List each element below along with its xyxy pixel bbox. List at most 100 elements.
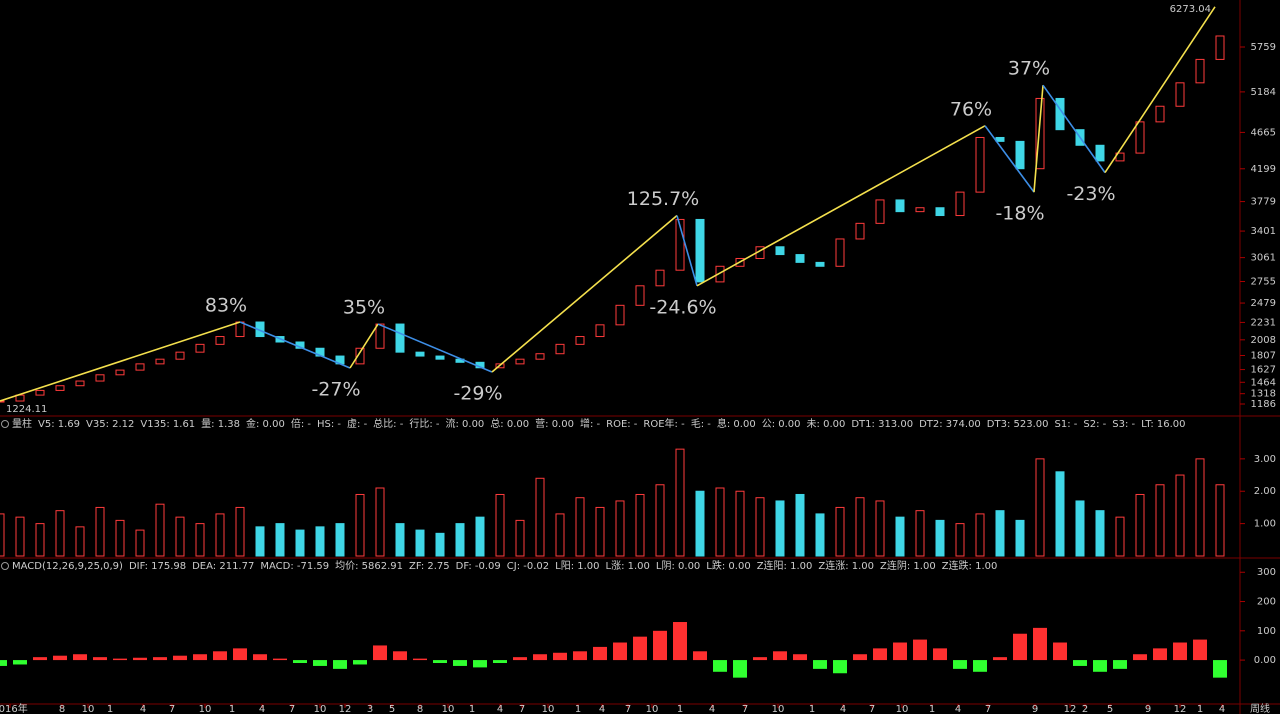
candle <box>195 343 205 353</box>
candle <box>695 218 705 283</box>
zigzag-segment <box>696 125 986 287</box>
macd-bar <box>793 654 807 661</box>
x-tick-label: 10 <box>199 704 212 714</box>
volume-bar <box>1215 484 1225 557</box>
header-item: 金: 0.00 <box>246 417 285 430</box>
volume-bar <box>695 490 705 557</box>
zigzag-segment <box>984 125 1035 193</box>
x-tick-label: 10 <box>772 704 785 714</box>
x-tick-label: 1 <box>229 704 235 714</box>
x-tick-label: 10 <box>442 704 455 714</box>
candle <box>1095 144 1105 162</box>
header-item: 行比: - <box>409 417 440 430</box>
x-tick-label: 4 <box>599 704 605 714</box>
header-item: DT3: 523.00 <box>987 419 1049 430</box>
x-tick-label: 7 <box>519 704 525 714</box>
x-tick-label: 1 <box>809 704 815 714</box>
macd-bar <box>553 652 567 661</box>
volume-bar <box>995 510 1005 557</box>
volume-bar <box>555 513 565 557</box>
macd-bar <box>753 657 767 661</box>
y-tick-label: 1.00 <box>1254 519 1276 530</box>
y-tick-label: 3061 <box>1251 253 1276 264</box>
zigzag-segment <box>1104 6 1216 174</box>
macd-bar <box>713 660 727 672</box>
x-tick-label: 1 <box>575 704 581 714</box>
candle <box>615 304 625 326</box>
x-tick-label: 9 <box>1145 704 1151 714</box>
volume-bar <box>1115 516 1125 557</box>
header-item: 息: 0.00 <box>717 417 756 430</box>
candle <box>535 353 545 360</box>
candle <box>875 199 885 224</box>
volume-bar <box>755 497 765 557</box>
header-item: ROE年: - <box>643 417 685 430</box>
header-item: 增: - <box>580 417 601 430</box>
candle <box>1035 97 1045 170</box>
candle <box>435 355 445 360</box>
macd-bar <box>533 654 547 661</box>
header-icon <box>1 562 9 570</box>
x-tick-label: 2016年 <box>0 702 28 714</box>
macd-bar <box>413 658 427 661</box>
header-item: DEA: 211.77 <box>192 561 254 572</box>
y-tick-label: 300 <box>1257 567 1276 578</box>
candle <box>355 347 365 365</box>
y-tick-label: 4665 <box>1251 127 1276 138</box>
macd-bar <box>933 648 947 661</box>
volume-bar <box>815 513 825 557</box>
header-item: L涨: 1.00 <box>606 560 650 572</box>
volume-bar <box>1175 474 1185 557</box>
volume-bar <box>1095 510 1105 557</box>
macd-bar <box>613 642 627 661</box>
candle <box>935 207 945 217</box>
volume-bar <box>915 510 925 557</box>
change-label: 35% <box>343 297 385 319</box>
x-tick-label: 7 <box>169 704 175 714</box>
volume-bar <box>75 526 85 557</box>
candle <box>995 136 1005 142</box>
zigzag-segment <box>239 321 351 369</box>
candle <box>55 385 65 391</box>
header-item: ZF: 2.75 <box>409 561 450 572</box>
candle <box>635 285 645 306</box>
x-tick-label: 4 <box>1219 704 1225 714</box>
change-label: 76% <box>950 98 992 120</box>
y-tick-label: 5759 <box>1251 42 1276 53</box>
candle <box>555 343 565 355</box>
high-label: 6273.04 <box>1170 4 1211 15</box>
volume-bar <box>1035 458 1045 557</box>
macd-bar <box>733 660 747 678</box>
macd-bar <box>633 636 647 661</box>
header-item: L阳: 1.00 <box>555 560 599 572</box>
header-item: 倍: - <box>291 417 312 430</box>
macd-bar <box>893 642 907 661</box>
zigzag-segment <box>1042 84 1106 174</box>
header-item: Z连涨: 1.00 <box>818 559 874 572</box>
zigzag-segment <box>349 323 379 369</box>
macd-bar <box>1173 642 1187 661</box>
header-item: DT2: 374.00 <box>919 419 981 430</box>
change-label: -24.6% <box>649 296 716 318</box>
x-tick-label: 1 <box>677 704 683 714</box>
header-item: V5: 1.69 <box>38 419 80 430</box>
y-tick-label: 1186 <box>1251 399 1276 410</box>
macd-bar <box>53 655 67 661</box>
macd-bar <box>173 655 187 661</box>
y-tick-label: 200 <box>1257 597 1276 608</box>
candle <box>1195 58 1205 84</box>
candle <box>215 336 225 345</box>
candle <box>1015 140 1025 170</box>
y-tick-label: 2231 <box>1251 317 1276 328</box>
x-tick-label: 8 <box>59 704 65 714</box>
volume-bar <box>595 506 605 557</box>
header-item: 公: 0.00 <box>762 419 801 430</box>
volume-bar <box>275 523 285 557</box>
x-tick-label: 8 <box>417 704 423 714</box>
header-item: 量柱 <box>12 417 32 430</box>
volume-bar <box>375 487 385 557</box>
macd-bar <box>393 651 407 661</box>
candle <box>515 358 525 365</box>
macd-bar <box>253 654 267 661</box>
